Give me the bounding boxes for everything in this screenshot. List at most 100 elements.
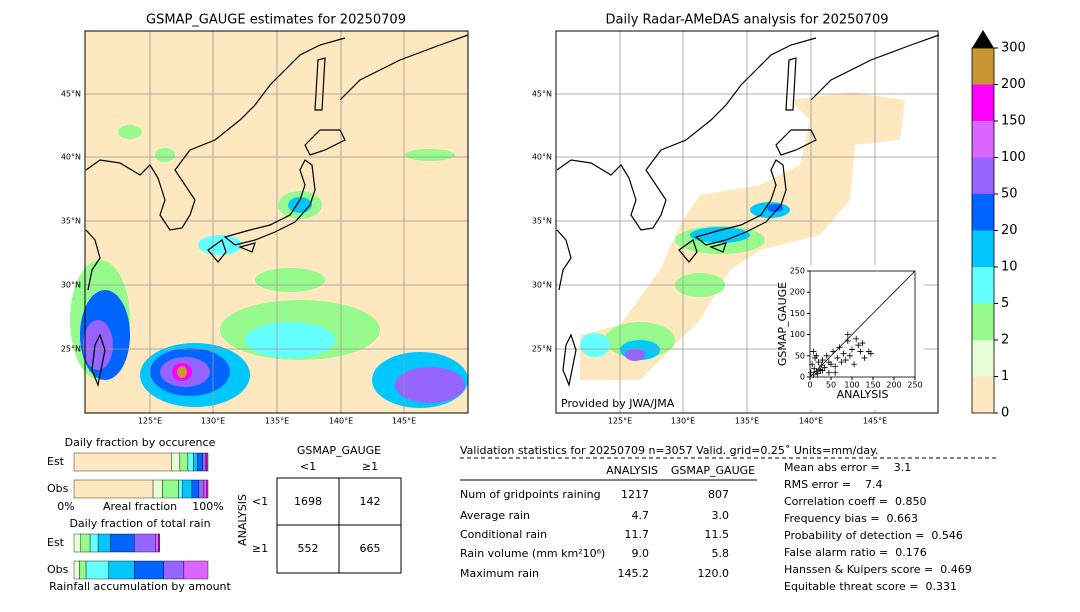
fraction-segment: [163, 560, 185, 580]
table-cell: 552: [298, 542, 319, 555]
row-label: <1: [252, 495, 268, 508]
fraction-segment: [202, 452, 206, 472]
fraction-segment: [158, 533, 160, 553]
lon-label: 125°E: [138, 417, 162, 426]
stat-value: 1217: [621, 488, 649, 501]
row-label: ≥1: [252, 542, 268, 555]
lon-label: 145°E: [392, 417, 416, 426]
table-cell: 142: [360, 495, 381, 508]
fraction-segment: [171, 452, 181, 472]
scatter-point: [838, 359, 845, 366]
stat-value: 11.7: [625, 528, 650, 541]
score: Hanssen & Kuipers score = 0.469: [784, 563, 972, 576]
colorbar-segment: [972, 303, 994, 340]
stat-label: Maximum rain: [460, 567, 539, 580]
fraction-segment: [73, 479, 154, 499]
fraction-segment: [178, 479, 183, 499]
axis-min-label: 0%: [57, 500, 74, 513]
scatter-point: [834, 354, 841, 361]
y-tick-label: 0: [800, 373, 805, 382]
stat-value: 3.0: [712, 509, 730, 522]
lat-label: 45°N: [61, 90, 81, 99]
colorbar-label: 5: [1001, 296, 1009, 311]
fraction-segment: [183, 560, 209, 580]
colorbar-label: 0: [1001, 406, 1009, 421]
scatter-point: [836, 344, 843, 351]
stat-value: 4.7: [632, 509, 650, 522]
stat-label: Num of gridpoints raining: [460, 488, 601, 501]
colorbar-label: 1: [1001, 369, 1009, 384]
axis-label: Areal fraction: [103, 500, 177, 513]
fraction-segment: [97, 533, 111, 553]
score: RMS error = 7.4: [784, 478, 882, 491]
lat-label: 40°N: [61, 153, 81, 162]
chart-layer: GSMAP_GAUGE estimates for 20250709 45°N 40…: [47, 13, 1026, 594]
colorbar-label: 2: [1001, 333, 1009, 348]
map-shape: [118, 125, 142, 139]
map-shape: [405, 149, 455, 161]
y-tick-label: 150: [790, 309, 805, 318]
colorbar-segment: [972, 48, 994, 85]
scatter-point: [857, 348, 864, 355]
scatter-point: [810, 371, 817, 378]
scatter-point: [861, 354, 868, 361]
stat-value: 9.0: [632, 547, 650, 560]
table-divider: [277, 478, 401, 573]
lon-label: 145°E: [863, 417, 887, 426]
score: Frequency bias = 0.663: [784, 512, 918, 525]
scatter-point: [840, 350, 847, 357]
map-shape: [690, 227, 750, 243]
x-tick-label: 100: [844, 381, 859, 390]
scatter-point: [825, 359, 832, 366]
colorbar-label: 150: [1001, 114, 1026, 129]
score: Probability of detection = 0.546: [784, 529, 963, 542]
column-label: ≥1: [362, 460, 378, 473]
colorbar-segment: [972, 230, 994, 267]
scatter-point: [814, 370, 821, 377]
scatter-point: [815, 359, 822, 366]
x-tick-label: 150: [865, 381, 880, 390]
scatter-point: [844, 337, 851, 344]
colorbar-label: 100: [1001, 150, 1026, 165]
scatter-point: [853, 335, 860, 342]
stat-label: Rain volume (mm km²10⁶): [460, 547, 605, 560]
fraction-segment: [80, 533, 91, 553]
scatter-point: [832, 363, 839, 370]
score: False alarm ratio = 0.176: [784, 546, 927, 559]
stat-value: 145.2: [618, 567, 650, 580]
colorbar-segment: [972, 376, 994, 413]
scatter-point: [842, 357, 849, 364]
column-label: <1: [300, 460, 316, 473]
y-tick-label: 50: [795, 351, 805, 360]
fraction-segment: [197, 452, 203, 472]
fraction-segment: [182, 479, 193, 499]
lon-label: 125°E: [608, 417, 632, 426]
scatter-point: [816, 366, 823, 373]
colorbar-label: 20: [1001, 223, 1018, 238]
stat-label: Average rain: [460, 509, 530, 522]
map-shape: [155, 148, 175, 162]
fraction-segment: [109, 533, 135, 553]
fraction-segment: [73, 452, 173, 472]
scatter-point: [819, 357, 826, 364]
fraction-segment: [179, 452, 189, 472]
scatter-point: [830, 348, 837, 355]
colorbar-segment: [972, 340, 994, 377]
credit: Provided by JWA/JMA: [561, 397, 675, 410]
lat-label: 35°N: [61, 217, 81, 226]
row-label: Obs: [47, 482, 69, 495]
scatter-point: [832, 369, 839, 376]
map-shape: [580, 333, 610, 357]
score: Equitable threat score = 0.331: [784, 580, 957, 593]
scatter-point: [846, 352, 853, 359]
lat-label: 25°N: [61, 345, 81, 354]
lon-label: 130°E: [671, 417, 695, 426]
row-label: Est: [47, 455, 65, 468]
stat-value: 807: [708, 488, 729, 501]
colorbar-label: 200: [1001, 77, 1026, 92]
colorbar-segment: [972, 121, 994, 158]
stats-header: Validation statistics for 20250709 n=305…: [460, 444, 879, 457]
scatter-point: [819, 367, 826, 374]
stat-value: 11.5: [705, 528, 730, 541]
